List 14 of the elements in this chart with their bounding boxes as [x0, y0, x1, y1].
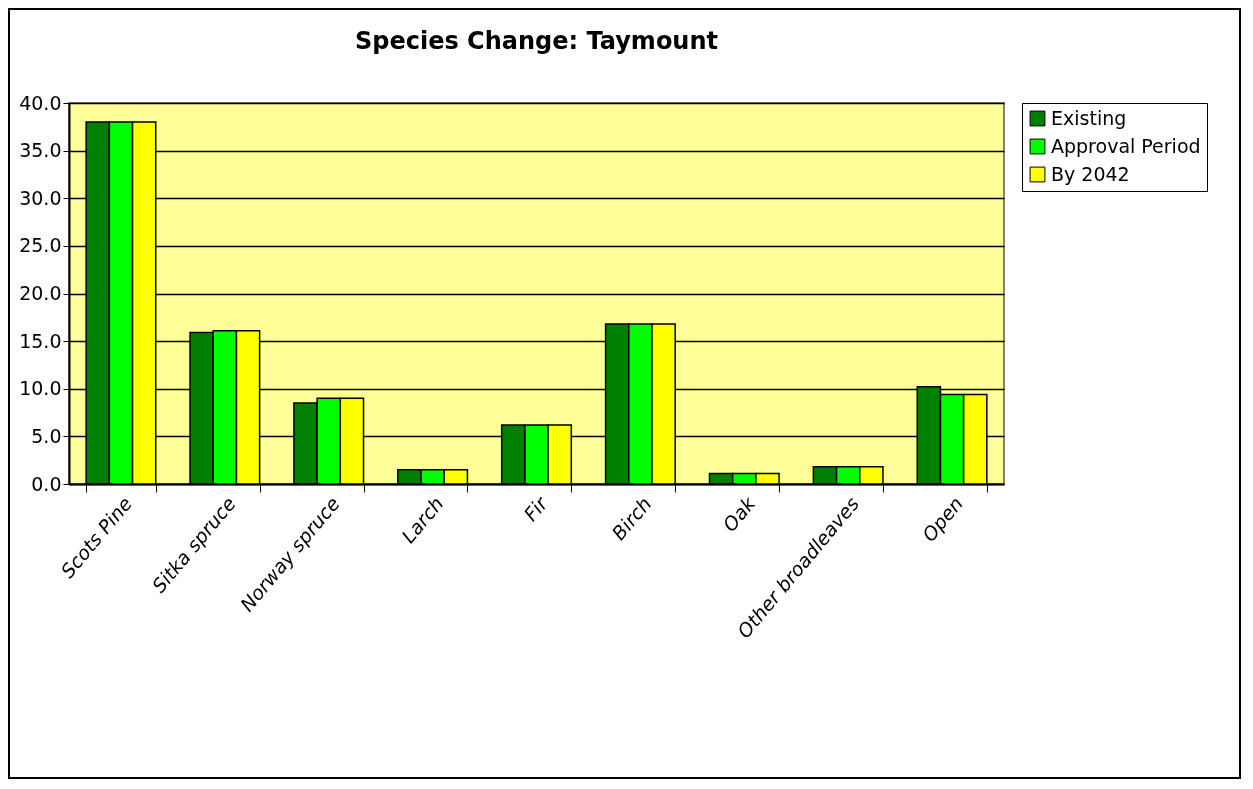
legend-label: Approval Period: [1051, 134, 1201, 157]
y-tick-label: 40.0: [19, 91, 62, 114]
chart-title: Species Change: Taymount: [354, 27, 719, 55]
y-tick-label: 5.0: [31, 424, 62, 447]
y-tick-label: 20.0: [19, 282, 62, 304]
y-tick-label: 30.0: [19, 186, 62, 209]
y-tick-label: 10.0: [19, 377, 62, 400]
y-tick-label: 35.0: [19, 139, 62, 162]
y-tick-label: 15.0: [19, 329, 62, 352]
legend-label: Existing: [1051, 106, 1127, 129]
legend-label: By 2042: [1051, 162, 1130, 185]
y-tick-label: 0.0: [31, 472, 62, 495]
y-tick-label: 25.0: [19, 234, 62, 257]
x-tick-label: Fir: [519, 491, 553, 526]
